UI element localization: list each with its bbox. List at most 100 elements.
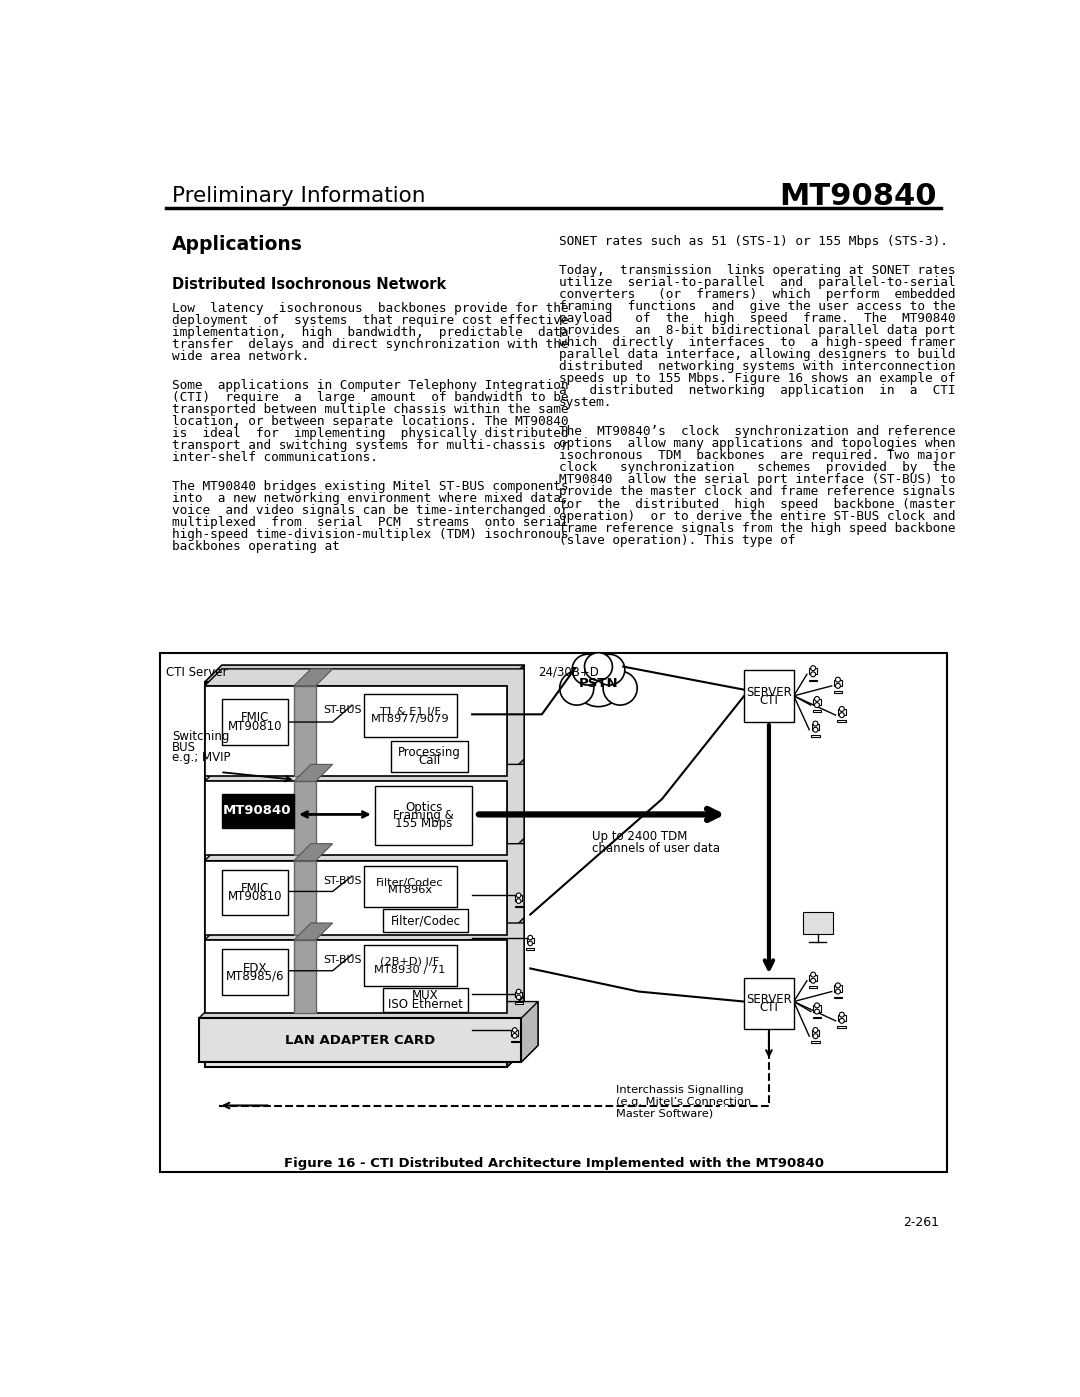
Text: multiplexed  from  serial  PCM  streams  onto serial: multiplexed from serial PCM streams onto…	[172, 517, 569, 529]
Text: options  allow many applications and topologies when: options allow many applications and topo…	[559, 437, 956, 450]
Polygon shape	[507, 665, 524, 1067]
Text: CTI Server: CTI Server	[166, 666, 228, 679]
Polygon shape	[294, 669, 333, 686]
Bar	[515, 895, 522, 901]
Bar	[809, 986, 818, 988]
Bar	[527, 937, 534, 943]
Bar	[744, 978, 794, 1028]
Bar	[809, 679, 818, 682]
Polygon shape	[205, 665, 524, 1067]
Text: into  a new networking environment where mixed data,: into a new networking environment where …	[172, 492, 569, 506]
Text: MT896x: MT896x	[388, 886, 433, 895]
Bar	[205, 861, 507, 935]
Text: MT8985/6: MT8985/6	[226, 970, 284, 983]
Text: backbones operating at: backbones operating at	[172, 541, 340, 553]
Text: (CTI)  require  a  large  amount  of bandwidth to be: (CTI) require a large amount of bandwidt…	[172, 391, 569, 404]
Circle shape	[813, 721, 818, 726]
Text: e.g.; MVIP: e.g.; MVIP	[172, 752, 231, 764]
Text: Up to 2400 TDM: Up to 2400 TDM	[592, 830, 688, 842]
Text: Preliminary Information: Preliminary Information	[172, 186, 426, 207]
Text: frame reference signals from the high speed backbone: frame reference signals from the high sp…	[559, 521, 956, 535]
Polygon shape	[205, 844, 524, 935]
Circle shape	[814, 1003, 820, 1007]
Circle shape	[572, 654, 603, 685]
Text: deployment  of  systems  that require cost effective: deployment of systems that require cost …	[172, 314, 569, 327]
Text: channels of user data: channels of user data	[592, 842, 720, 855]
Circle shape	[836, 683, 840, 689]
Bar	[813, 1006, 821, 1011]
Text: 155 Mbps: 155 Mbps	[395, 817, 453, 830]
Text: SERVER: SERVER	[746, 993, 792, 1006]
Circle shape	[528, 936, 532, 940]
Text: system.: system.	[559, 397, 612, 409]
Text: SONET rates such as 51 (STS-1) or 155 Mbps (STS-3).: SONET rates such as 51 (STS-1) or 155 Mb…	[559, 236, 948, 249]
Circle shape	[811, 972, 815, 977]
Text: Low  latency  isochronous  backbones provide for the: Low latency isochronous backbones provid…	[172, 302, 569, 316]
Text: T1 & E1 I/F: T1 & E1 I/F	[379, 707, 441, 717]
Text: distributed  networking systems with interconnection: distributed networking systems with inte…	[559, 360, 956, 373]
Circle shape	[516, 989, 521, 993]
Bar	[744, 671, 794, 722]
Polygon shape	[199, 1002, 538, 1062]
Circle shape	[814, 703, 820, 707]
Text: Processing: Processing	[399, 746, 461, 759]
Text: Framing &: Framing &	[393, 809, 454, 821]
Text: framing  functions  and  give the user access to the: framing functions and give the user acce…	[559, 300, 956, 313]
Circle shape	[836, 989, 840, 995]
Polygon shape	[294, 923, 333, 940]
Text: Filter/Codec: Filter/Codec	[376, 877, 444, 887]
Text: 24/30B+D: 24/30B+D	[538, 666, 599, 679]
Text: Optics: Optics	[405, 800, 443, 814]
Text: isochronous  TDM  backbones  are required. Two major: isochronous TDM backbones are required. …	[559, 450, 956, 462]
Text: CTI: CTI	[759, 1002, 779, 1014]
Bar	[811, 1042, 820, 1044]
Text: LAN ADAPTER CARD: LAN ADAPTER CARD	[285, 1034, 435, 1046]
Polygon shape	[205, 669, 524, 775]
Text: parallel data interface, allowing designers to build: parallel data interface, allowing design…	[559, 348, 956, 362]
Circle shape	[516, 898, 521, 904]
Bar	[812, 724, 819, 729]
Bar	[812, 1017, 822, 1018]
Text: (e.g. Mitel’s Connection: (e.g. Mitel’s Connection	[616, 1097, 751, 1106]
Circle shape	[839, 1018, 845, 1023]
Bar	[813, 698, 821, 705]
Circle shape	[603, 671, 637, 705]
Text: FMIC: FMIC	[241, 882, 269, 894]
Bar	[205, 686, 507, 775]
Text: MT90840: MT90840	[779, 182, 936, 211]
Circle shape	[813, 728, 818, 732]
Circle shape	[559, 671, 594, 705]
Text: ST-BUS: ST-BUS	[323, 705, 362, 715]
Bar	[383, 909, 469, 932]
Bar	[812, 1030, 819, 1037]
Bar	[838, 708, 846, 715]
Bar	[294, 686, 315, 775]
Text: MT90840: MT90840	[224, 805, 292, 817]
Bar	[809, 668, 816, 675]
Bar	[837, 721, 846, 722]
Bar	[511, 1030, 518, 1035]
Bar	[221, 949, 288, 996]
Bar	[160, 652, 947, 1172]
Text: MT8977/9079: MT8977/9079	[370, 714, 449, 725]
Bar	[834, 692, 842, 693]
Text: BUS: BUS	[172, 740, 197, 753]
Polygon shape	[294, 844, 333, 861]
Text: (2B+D) I/F: (2B+D) I/F	[380, 957, 440, 967]
Text: transported between multiple chassis within the same: transported between multiple chassis wit…	[172, 404, 569, 416]
Text: The  MT90840’s  clock  synchronization and reference: The MT90840’s clock synchronization and …	[559, 426, 956, 439]
Bar	[804, 912, 833, 933]
Circle shape	[573, 658, 623, 707]
Circle shape	[839, 712, 845, 718]
Bar	[364, 946, 457, 986]
Bar	[221, 870, 288, 915]
Circle shape	[516, 893, 521, 898]
Text: converters   (or  framers)  which  perform  embedded: converters (or framers) which perform em…	[559, 288, 956, 302]
Text: PSTN: PSTN	[579, 678, 618, 690]
Text: Filter/Codec: Filter/Codec	[391, 914, 461, 928]
Circle shape	[516, 995, 521, 1000]
Text: 2-261: 2-261	[904, 1215, 940, 1229]
Bar	[199, 1018, 521, 1062]
Circle shape	[839, 1013, 845, 1017]
Text: MT90810: MT90810	[228, 890, 282, 902]
